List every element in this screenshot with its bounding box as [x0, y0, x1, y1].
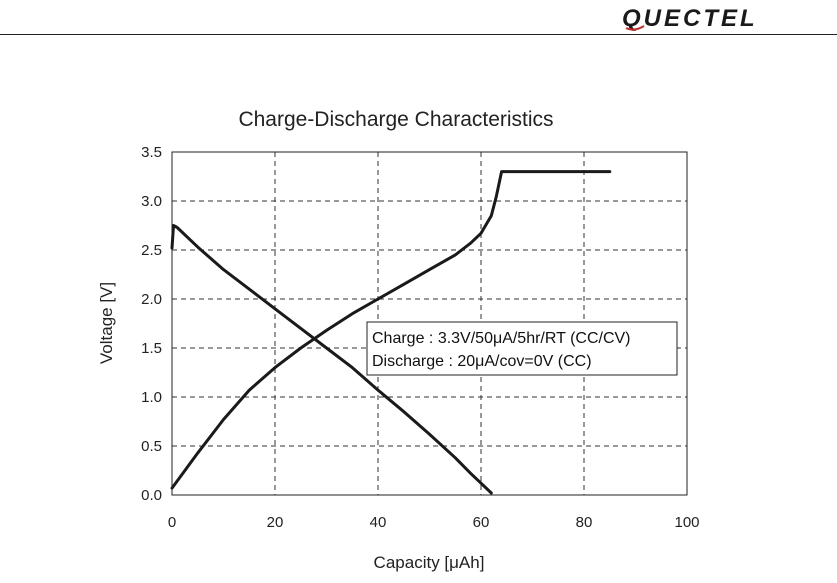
x-tick-label: 100 [674, 514, 699, 531]
x-tick-label: 40 [370, 514, 387, 531]
plot-frame [171, 151, 688, 496]
header-rule [0, 34, 837, 35]
x-tick-label: 0 [168, 514, 176, 531]
logo-text: QUECTEL [622, 5, 758, 32]
charge-curve [170, 170, 612, 490]
y-axis-label: Voltage [V] [97, 282, 116, 364]
logo-swoosh [625, 25, 645, 31]
legend-entry: Discharge : 20μA/cov=0V (CC) [372, 353, 592, 370]
y-tick-label: 1.0 [141, 389, 162, 406]
chart-title: Charge-Discharge Characteristics [238, 108, 553, 131]
legend-box [366, 321, 678, 376]
y-tick-label: 3.0 [141, 193, 162, 210]
x-tick-label: 60 [473, 514, 490, 531]
y-tick-label: 3.5 [141, 144, 162, 161]
y-tick-label: 0.5 [141, 438, 162, 455]
y-tick-label: 2.0 [141, 291, 162, 308]
x-tick-label: 20 [267, 514, 284, 531]
y-tick-label: 2.5 [141, 242, 162, 259]
y-tick-label: 0.0 [141, 487, 162, 504]
quectel-logo: QUECTEL [622, 5, 758, 32]
legend-entry: Charge : 3.3V/50μA/5hr/RT (CC/CV) [372, 330, 631, 347]
discharge-curve [170, 224, 493, 495]
y-tick-label: 1.5 [141, 340, 162, 357]
x-axis-label: Capacity [μAh] [374, 553, 485, 572]
x-tick-label: 80 [576, 514, 593, 531]
